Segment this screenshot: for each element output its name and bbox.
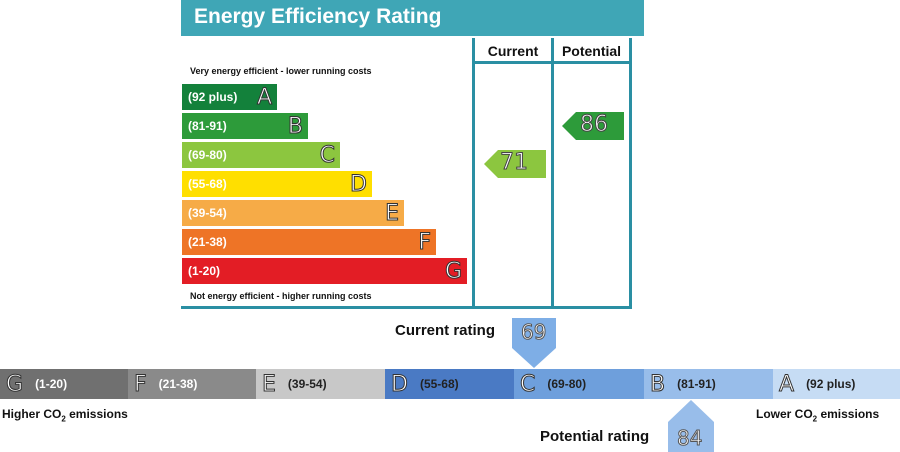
scale-segment-c: C (69-80)	[514, 369, 644, 399]
scale-segment-b: B (81-91)	[644, 369, 773, 399]
band-range-label: (39-54)	[188, 206, 227, 220]
current-rating-label: Current rating	[395, 322, 496, 339]
rating-band-a: (92 plus) A	[182, 84, 277, 110]
scale-segment-range: (55-68)	[419, 377, 459, 391]
header-underline	[472, 61, 632, 64]
scale-segment-letter: F	[134, 371, 148, 397]
rating-band-g: (1-20) G	[182, 258, 467, 284]
frame-bottom	[181, 306, 632, 309]
scale-segment-range: (92 plus)	[806, 377, 856, 391]
rating-band-c: (69-80) C	[182, 142, 340, 168]
scale-segment-g: G (1-20)	[0, 369, 128, 399]
column-header-potential: Potential	[561, 43, 622, 59]
band-letter: B	[287, 113, 303, 139]
divider-left	[472, 38, 475, 308]
scale-segment-e: E (39-54)	[256, 369, 385, 399]
potential-rating-marker-value: 84	[676, 426, 703, 451]
band-range-label: (21-38)	[188, 235, 227, 249]
current-rating-value: 71	[500, 150, 529, 176]
scale-segment-letter: B	[649, 371, 666, 397]
current-rating-marker-value: 69	[520, 320, 547, 345]
current-rating-arrow	[484, 150, 546, 178]
chart-title: Energy Efficiency Rating	[194, 5, 442, 28]
band-range-label: (69-80)	[188, 148, 227, 162]
band-range-label: (1-20)	[188, 264, 221, 278]
band-letter: F	[418, 229, 432, 255]
bottom-note: Not energy efficient - higher running co…	[190, 291, 372, 301]
scale-segment-range: (81-91)	[677, 377, 716, 391]
band-range-label: (81-91)	[188, 119, 227, 133]
scale-segment-letter: D	[391, 371, 409, 397]
band-letter: C	[319, 142, 335, 168]
band-range-label: (92 plus)	[188, 90, 238, 104]
scale-segment-range: (39-54)	[287, 377, 327, 391]
rating-band-e: (39-54) E	[182, 200, 404, 226]
band-letter: D	[350, 171, 368, 197]
scale-segment-a: A (92 plus)	[773, 369, 900, 399]
rating-band-b: (81-91) B	[182, 113, 308, 139]
current-rating-marker	[512, 318, 556, 368]
band-letter: E	[385, 200, 400, 226]
band-letter: A	[256, 84, 272, 110]
lower-emissions-label: Lower CO2 emissions	[756, 407, 880, 424]
band-letter: G	[444, 258, 462, 284]
scale-segment-range: (21-38)	[158, 377, 198, 391]
scale-segment-letter: E	[262, 371, 277, 397]
scale-segment-range: (69-80)	[547, 377, 587, 391]
scale-segment-letter: G	[5, 371, 24, 397]
scale-segment-range: (1-20)	[35, 377, 68, 391]
potential-rating-value: 86	[580, 112, 609, 138]
divider-right	[629, 38, 632, 308]
higher-emissions-label: Higher CO2 emissions	[2, 407, 128, 424]
top-note: Very energy efficient - lower running co…	[190, 66, 372, 76]
divider-middle	[551, 38, 554, 308]
column-header-current: Current	[487, 43, 539, 59]
potential-rating-arrow	[562, 112, 624, 140]
rating-band-f: (21-38) F	[182, 229, 436, 255]
scale-segment-letter: A	[778, 371, 795, 397]
chart-title-bar	[181, 0, 644, 36]
rating-band-d: (55-68) D	[182, 171, 372, 197]
band-range-label: (55-68)	[188, 177, 227, 191]
scale-segment-f: F (21-38)	[128, 369, 256, 399]
scale-segment-d: D (55-68)	[385, 369, 514, 399]
potential-rating-marker	[668, 400, 714, 452]
scale-segment-letter: C	[519, 371, 536, 397]
potential-rating-label: Potential rating	[540, 428, 650, 445]
